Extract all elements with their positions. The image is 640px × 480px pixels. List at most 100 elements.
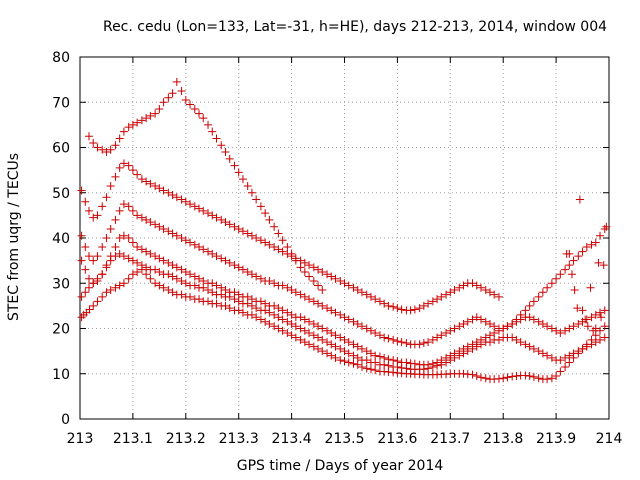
data-point [446,351,455,360]
data-point [472,281,481,290]
data-point [384,334,393,343]
data-point [98,243,107,252]
data-point [287,319,296,328]
data-point [309,342,318,351]
data-point [278,236,287,245]
data-point [274,304,283,313]
data-point [84,252,93,261]
data-point [578,247,587,256]
data-point [574,347,583,356]
data-point [81,243,90,252]
data-point [596,231,605,240]
data-point [270,243,279,252]
data-point [397,338,406,347]
data-point [106,286,115,295]
data-point [212,299,221,308]
data-point [331,308,340,317]
data-point [459,344,468,353]
data-point [146,111,155,120]
data-point [270,279,279,288]
data-point [459,281,468,290]
data-point [155,105,164,114]
data-point [450,324,459,333]
data-point [270,222,279,231]
data-point [146,274,155,283]
x-tick-label: 213.6 [377,431,417,447]
data-point [318,286,327,295]
data-point [362,364,371,373]
data-point [115,206,124,215]
data-point [393,304,402,313]
data-point [283,283,292,292]
data-point [561,353,570,362]
data-point [199,276,208,285]
data-point [265,319,274,328]
data-point [287,249,296,258]
data-point [195,243,204,252]
data-point [98,270,107,279]
data-point [314,299,323,308]
data-point [327,272,336,281]
data-point [353,342,362,351]
data-point [274,324,283,333]
data-point [287,310,296,319]
data-point [287,331,296,340]
data-point [318,301,327,310]
data-point [172,193,181,202]
data-point [278,326,287,335]
y-tick-label: 80 [52,50,70,66]
data-point [204,209,213,218]
data-point [164,227,173,236]
data-point [314,281,323,290]
data-point [490,329,499,338]
data-point [115,281,124,290]
data-point [168,191,177,200]
data-point [433,333,442,342]
data-point [265,308,274,317]
data-point [512,315,521,324]
data-point [529,297,538,306]
data-point [252,313,261,322]
data-point [133,267,142,276]
data-point [538,288,547,297]
data-point [534,347,543,356]
data-point [225,220,234,229]
data-point [389,356,398,365]
data-point [596,326,605,335]
data-point [300,326,309,335]
data-point [380,353,389,362]
data-point [353,286,362,295]
data-point [234,168,243,177]
data-point [146,179,155,188]
data-point [137,213,146,222]
y-tick-label: 50 [52,186,70,202]
y-tick-label: 10 [52,367,70,383]
data-point [159,98,168,107]
data-point [357,322,366,331]
data-point [384,301,393,310]
x-tick-label: 214 [596,431,623,447]
data-point [538,349,547,358]
data-point [142,215,151,224]
data-point [393,357,402,366]
data-point [380,333,389,342]
data-point [252,234,261,242]
data-point [230,222,239,231]
data-point [389,302,398,311]
data-point [168,89,177,98]
data-point [124,234,133,242]
data-point [499,324,508,333]
data-point [234,263,243,272]
data-point [569,349,578,358]
data-point [344,315,353,324]
y-tick-label: 60 [52,141,70,157]
data-point [93,211,102,220]
data-point [172,231,181,240]
data-point [261,209,270,218]
data-point [151,109,160,118]
data-point [243,229,252,238]
data-point [428,359,437,368]
data-point [485,319,494,328]
